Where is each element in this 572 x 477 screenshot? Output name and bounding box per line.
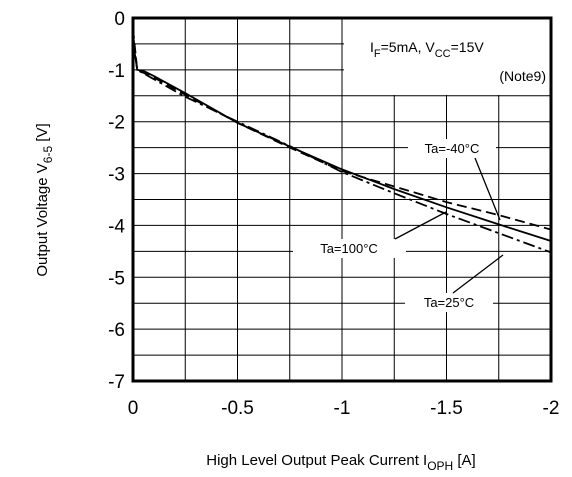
y-tick-labels: 0 -1 -2 -3 -4 -5 -6 -7 [108,9,125,393]
y-tick-label: -4 [108,216,125,237]
y-tick-label: -6 [108,320,125,341]
y-tick-label: 0 [114,9,125,30]
y-tick-label: -5 [108,268,125,289]
series-line-0 [132,28,552,231]
annotation-line2: (Note9) [499,68,546,84]
x-axis-title: High Level Output Peak Current IOPH [A] [206,452,475,473]
annotation-box [344,18,551,95]
label-bg-25 [405,293,493,312]
series-label-25: Ta=25°C [424,295,474,310]
y-tick-label: -7 [108,372,125,393]
y-tick-label: -3 [108,165,125,186]
y-tick-label: -2 [108,113,125,134]
y-tick-label: -1 [108,61,125,82]
label-bg-100 [293,239,406,258]
leader-100 [394,211,447,240]
x-tick-label: -1.5 [430,398,463,419]
plot-frame [131,16,553,383]
x-tick-label: -2 [543,398,560,419]
x-tick-label: 0 [128,398,139,419]
x-tick-label: -1 [334,398,351,419]
leader-minus40 [474,157,501,221]
series-line-2 [132,41,552,242]
grid [133,18,551,381]
x-tick-label: -0.5 [221,398,254,419]
leader-25 [452,254,504,294]
series-label-minus40: Ta=-40°C [425,141,480,156]
label-bg-minus40 [408,139,496,158]
x-tick-labels: 0 -0.5 -1 -1.5 -2 [128,398,560,419]
annotation-line1: IF=5mA, VCC=15V [370,39,484,60]
series-label-100: Ta=100°C [320,241,378,256]
series-layer [132,28,552,254]
y-axis-title: Output Voltage V6-5 [V] [34,123,55,276]
